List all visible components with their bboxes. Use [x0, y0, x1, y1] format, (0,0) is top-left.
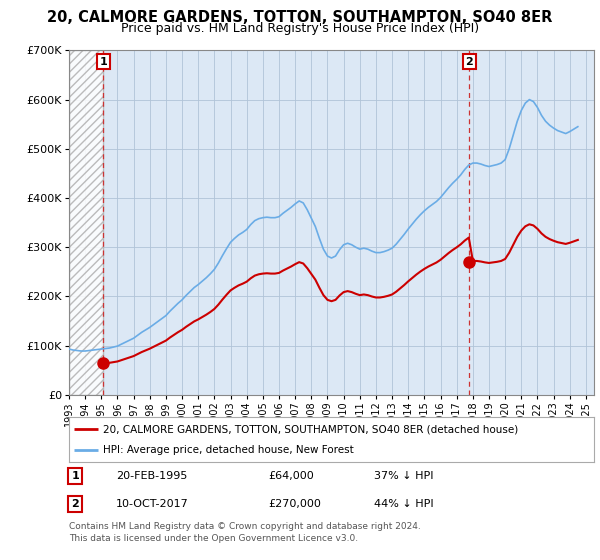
Bar: [69, 50, 103, 395]
Text: 20-FEB-1995: 20-FEB-1995: [116, 471, 188, 480]
Text: 44% ↓ HPI: 44% ↓ HPI: [373, 500, 433, 509]
Text: 1: 1: [71, 471, 79, 480]
Text: 20, CALMORE GARDENS, TOTTON, SOUTHAMPTON, SO40 8ER: 20, CALMORE GARDENS, TOTTON, SOUTHAMPTON…: [47, 10, 553, 25]
Text: 37% ↓ HPI: 37% ↓ HPI: [373, 471, 433, 480]
Text: HPI: Average price, detached house, New Forest: HPI: Average price, detached house, New …: [103, 445, 354, 455]
Text: 2: 2: [71, 500, 79, 509]
Text: Price paid vs. HM Land Registry's House Price Index (HPI): Price paid vs. HM Land Registry's House …: [121, 22, 479, 35]
Text: 1: 1: [100, 57, 107, 67]
Text: £64,000: £64,000: [269, 471, 314, 480]
Text: 2: 2: [466, 57, 473, 67]
Text: 20, CALMORE GARDENS, TOTTON, SOUTHAMPTON, SO40 8ER (detached house): 20, CALMORE GARDENS, TOTTON, SOUTHAMPTON…: [103, 424, 518, 435]
Text: Contains HM Land Registry data © Crown copyright and database right 2024.
This d: Contains HM Land Registry data © Crown c…: [69, 522, 421, 543]
Text: £270,000: £270,000: [269, 500, 322, 509]
Text: 10-OCT-2017: 10-OCT-2017: [116, 500, 189, 509]
